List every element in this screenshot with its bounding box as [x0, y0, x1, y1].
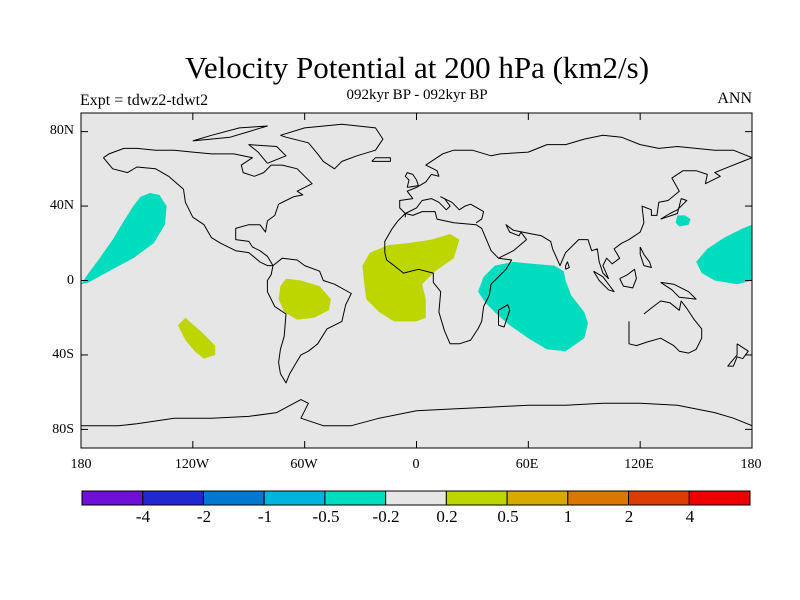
anomaly-japan-negative	[675, 215, 691, 227]
x-tick-label: 0	[412, 457, 420, 472]
coastline-australia	[628, 300, 703, 354]
coastline-philippines	[639, 246, 652, 268]
coastline-baffin	[248, 144, 287, 164]
anomaly-south-america-positive	[278, 278, 331, 320]
coastline-new-guinea	[660, 281, 697, 300]
coastline-mediterranean-north	[405, 196, 485, 224]
y-tick-label: 40S	[52, 347, 74, 362]
y-tick-label: 0	[67, 273, 74, 288]
coastline-sumatra	[593, 270, 615, 293]
coastline-madagascar	[498, 304, 511, 328]
coastline-sri-lanka	[565, 261, 570, 270]
map-content	[81, 123, 752, 427]
coastline-iceland	[371, 157, 391, 162]
colorbar-label: -0.5	[312, 507, 340, 526]
plot-title: Velocity Potential at 200 hPa (km2/s)	[184, 50, 650, 85]
colorbar-label: 1	[563, 507, 573, 526]
coastline-new-zealand	[727, 343, 749, 367]
x-tick-label: 180	[740, 457, 762, 472]
anomaly-indian-ocean-negative	[478, 261, 588, 352]
coastline-north-america	[103, 147, 313, 267]
colorbar-label: -4	[135, 507, 151, 526]
experiment-label: Expt = tdwz2-tdwt2	[80, 92, 209, 109]
colorbar-label: 4	[685, 507, 695, 526]
coastline-antarctica	[81, 399, 752, 427]
season-label: ANN	[717, 90, 752, 107]
y-tick-label: 80S	[52, 422, 74, 437]
coastline-south-america	[266, 257, 352, 384]
coastline-afro-eurasia	[384, 134, 752, 280]
plot-subtitle: 092kyr BP - 092kyr BP	[346, 87, 488, 103]
y-tick-label: 40N	[49, 198, 74, 213]
colorbar-label: -0.2	[372, 507, 400, 526]
anomaly-west-pacific-negative	[696, 224, 752, 285]
coastline-africa	[384, 252, 513, 345]
anomaly-central-pacific-north-negative	[81, 193, 167, 285]
x-tick-label: 60W	[290, 457, 318, 472]
anomaly-south-pacific-positive	[177, 317, 216, 359]
coastline-borneo	[619, 268, 637, 289]
coastline-britain	[404, 172, 419, 188]
colorbar-label: 0.5	[497, 507, 519, 526]
coastline-japan	[660, 198, 688, 220]
x-tick-label: 180	[70, 457, 92, 472]
colorbar-label: 2	[624, 507, 634, 526]
colorbar-label: -1	[257, 507, 273, 526]
x-tick-label: 120W	[174, 457, 210, 472]
y-tick-label: 80N	[49, 123, 74, 138]
colorbar-label: 0.2	[436, 507, 458, 526]
coastline-arctic-islands	[192, 125, 268, 142]
x-tick-label: 60E	[515, 457, 539, 472]
colorbar-label: -2	[196, 507, 212, 526]
coastline-greenland	[280, 123, 384, 170]
anomaly-africa-atlantic-positive	[362, 234, 460, 322]
x-tick-label: 120E	[624, 457, 654, 472]
